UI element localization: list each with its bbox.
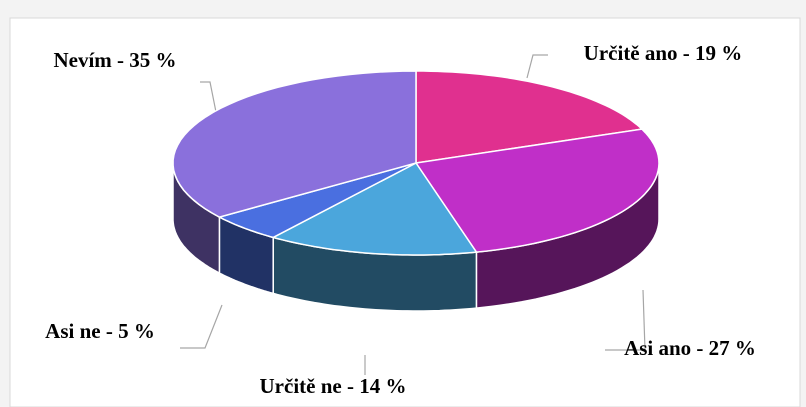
data-label: Určitě ano - 19 % — [584, 41, 743, 65]
data-label: Nevím - 35 % — [53, 48, 176, 72]
slice — [217, 162, 417, 239]
slice — [271, 162, 478, 256]
data-label: Asi ne - 5 % — [45, 319, 155, 343]
leader-lines — [180, 54, 646, 375]
leader-line — [200, 81, 217, 113]
leader-line — [180, 304, 223, 349]
slice — [172, 70, 417, 218]
leader-line — [526, 54, 548, 79]
data-label: Asi ano - 27 % — [624, 336, 756, 360]
slice — [415, 70, 644, 164]
slice — [414, 128, 660, 253]
leader-line — [605, 289, 646, 351]
data-label: Určitě ne - 14 % — [260, 374, 407, 398]
